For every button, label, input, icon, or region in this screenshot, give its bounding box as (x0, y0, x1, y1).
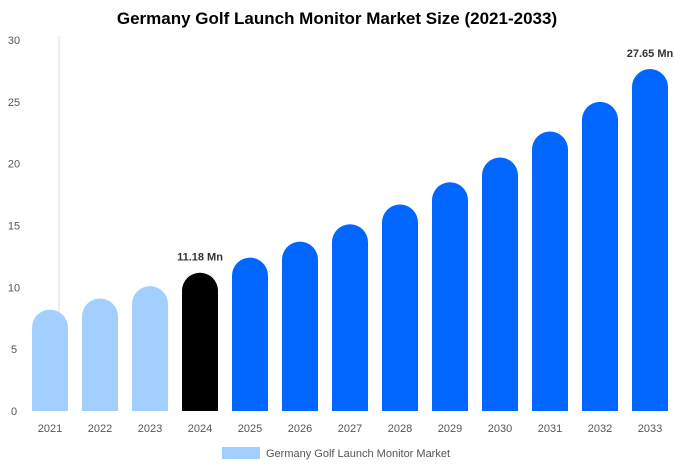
bar-2032[interactable] (582, 101, 618, 411)
y-tick-label: 30 (8, 35, 20, 47)
bar-2028[interactable] (382, 204, 418, 411)
x-tick-label: 2024 (188, 423, 212, 435)
x-tick-label: 2022 (88, 423, 112, 435)
bar-2033[interactable] (632, 69, 668, 411)
x-tick-label: 2030 (488, 423, 512, 435)
x-tick-label: 2033 (638, 423, 662, 435)
bar-2027[interactable] (332, 224, 368, 411)
y-tick-label: 0 (11, 406, 17, 418)
data-label: 27.65 Mn (627, 48, 674, 60)
x-tick-label: 2028 (388, 423, 412, 435)
chart-title: Germany Golf Launch Monitor Market Size … (117, 9, 557, 28)
x-tick-label: 2023 (138, 423, 162, 435)
bar-2030[interactable] (482, 157, 518, 411)
bar-2026[interactable] (282, 241, 318, 411)
y-tick-label: 20 (8, 159, 20, 171)
data-label: 11.18 Mn (177, 252, 223, 264)
bar-2029[interactable] (432, 182, 468, 411)
y-tick-label: 25 (8, 97, 20, 109)
legend-swatch (222, 447, 260, 459)
x-tick-label: 2031 (538, 423, 562, 435)
legend[interactable]: Germany Golf Launch Monitor Market (222, 447, 450, 460)
bar-2024[interactable] (182, 272, 218, 411)
y-tick-label: 10 (8, 282, 20, 294)
x-tick-label: 2032 (588, 423, 612, 435)
bar-2023[interactable] (132, 286, 168, 411)
y-tick-label: 5 (11, 344, 17, 356)
bar-2031[interactable] (532, 131, 568, 411)
bar-2021[interactable] (32, 309, 68, 411)
bar-2025[interactable] (232, 257, 268, 411)
y-tick-label: 15 (8, 221, 20, 233)
x-tick-label: 2027 (338, 423, 362, 435)
x-tick-label: 2021 (38, 423, 62, 435)
bar-2022[interactable] (82, 298, 118, 411)
x-tick-label: 2025 (238, 423, 262, 435)
legend-label: Germany Golf Launch Monitor Market (266, 448, 450, 460)
x-tick-label: 2026 (288, 423, 312, 435)
x-tick-label: 2029 (438, 423, 462, 435)
